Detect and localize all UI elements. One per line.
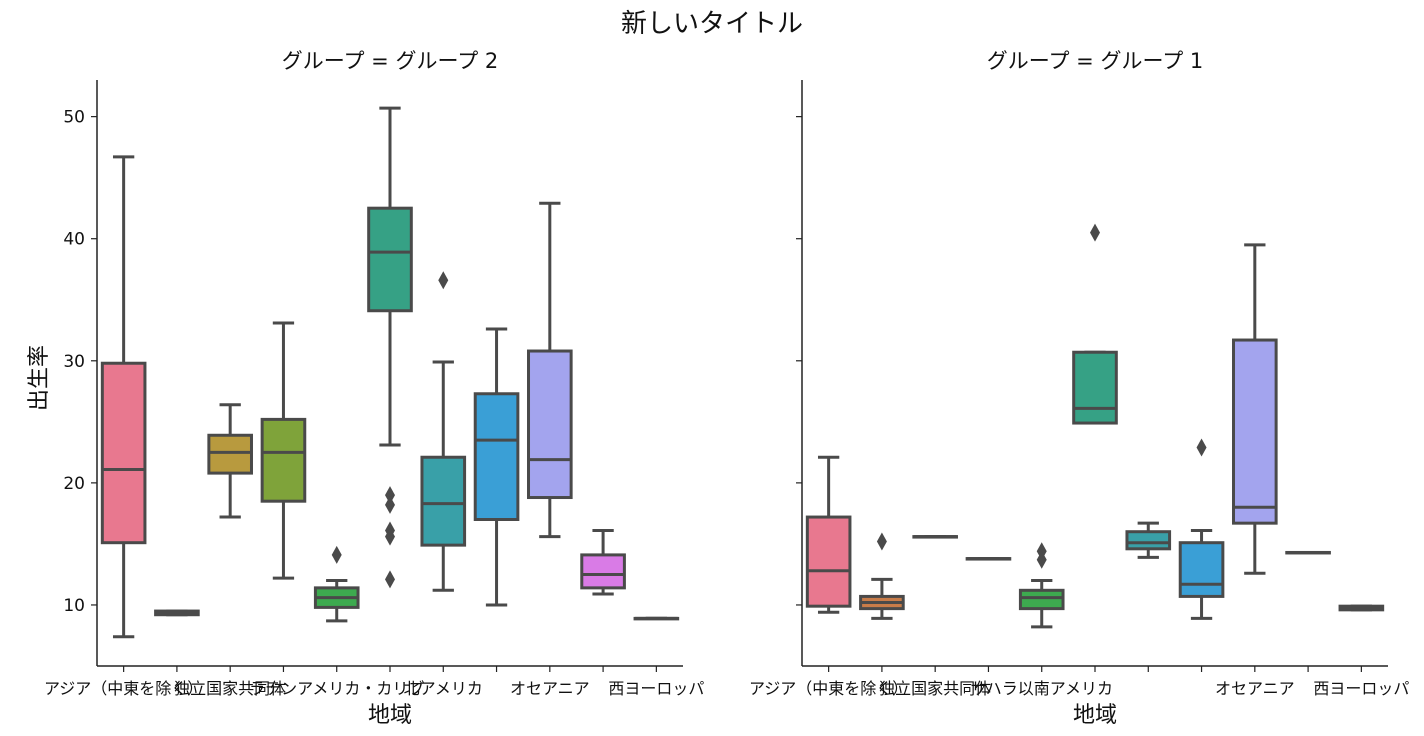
box-body — [473, 392, 520, 522]
outlier-point — [1090, 223, 1100, 242]
x-tick-label: オセアニア — [510, 679, 590, 698]
box-11 — [633, 616, 680, 621]
box-body — [100, 361, 147, 545]
box-1 — [100, 155, 147, 639]
box-body — [527, 349, 573, 500]
x-tick-label: サハラ以南アメリカ — [970, 679, 1113, 698]
x-tick-label: 西ヨーロッパ — [1313, 679, 1409, 698]
outlier-point — [876, 532, 887, 551]
box-body — [1125, 530, 1172, 551]
y-tick-label: 50 — [63, 108, 85, 128]
outlier-point — [385, 486, 395, 505]
x-tick-label: 独立国家共同体 — [879, 679, 991, 698]
outlier-point — [331, 545, 342, 564]
box-body — [260, 417, 307, 503]
x-tick-label: 西ヨーロッパ — [608, 679, 704, 698]
x-tick-label: アジア（中東を除く） — [749, 679, 908, 698]
box-3 — [912, 535, 958, 539]
x-tick-label: オセアニア — [1215, 679, 1295, 698]
box-body — [1232, 338, 1278, 525]
box-body — [420, 455, 467, 547]
box-8 — [473, 327, 520, 607]
panel-1: グループ = グループ 2 10 20 30 40 50 アジア（中東を除く）独立国家共同体… — [44, 49, 704, 698]
outlier-point — [385, 570, 395, 589]
outlier-point — [385, 527, 395, 546]
panel-title: グループ = グループ 1 — [987, 49, 1203, 73]
outlier-point — [1036, 550, 1047, 569]
box-7 — [1125, 521, 1172, 559]
box-8 — [1178, 438, 1225, 620]
box-body — [1072, 350, 1118, 425]
x-tick-label: アジア（中東を除く） — [44, 679, 203, 698]
x-axis-label-right: 地域 — [1073, 703, 1117, 728]
y-tick-label: 40 — [63, 230, 85, 250]
box-4 — [260, 321, 307, 580]
y-tick-label: 10 — [63, 596, 85, 616]
box-5 — [313, 545, 360, 623]
box-10 — [1285, 550, 1331, 555]
box-6 — [367, 106, 413, 589]
box-11 — [1338, 604, 1385, 612]
outlier-point — [385, 495, 395, 514]
box-9 — [1232, 243, 1278, 575]
box-body — [1178, 541, 1225, 598]
figure-title: 新しいタイトル — [621, 9, 803, 39]
box-10 — [580, 528, 626, 596]
box-5 — [1018, 542, 1065, 629]
y-axis-label: 出生率 — [27, 345, 52, 411]
box-3 — [207, 403, 253, 519]
box-9 — [527, 201, 573, 539]
box-2 — [154, 609, 200, 617]
outlier-point — [438, 271, 449, 290]
x-tick-label: 独立国家共同体 — [174, 679, 286, 698]
box-body — [207, 433, 253, 475]
box-2 — [859, 532, 905, 620]
box-body — [580, 553, 626, 590]
box-1 — [805, 455, 852, 614]
box-6 — [1072, 223, 1118, 425]
panel-title: グループ = グループ 2 — [282, 49, 498, 73]
x-axis-label-left: 地域 — [368, 703, 412, 728]
outlier-point — [1196, 438, 1207, 457]
y-tick-label: 30 — [63, 352, 85, 372]
box-4 — [965, 557, 1012, 561]
box-7 — [420, 271, 467, 592]
box-body — [367, 206, 413, 313]
x-tick-label: 北アメリカ — [404, 679, 483, 698]
panels: グループ = グループ 21020304050アジア（中東を除く）独立国家共同体… — [44, 49, 1409, 698]
box-body — [1018, 588, 1065, 611]
y-tick-label: 20 — [63, 474, 85, 494]
x-tick-label: ラテンアメリカ・カリブ — [249, 679, 424, 698]
box-body — [805, 515, 852, 608]
